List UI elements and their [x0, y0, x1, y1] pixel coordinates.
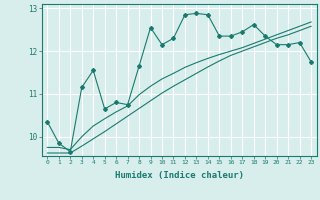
X-axis label: Humidex (Indice chaleur): Humidex (Indice chaleur) [115, 171, 244, 180]
